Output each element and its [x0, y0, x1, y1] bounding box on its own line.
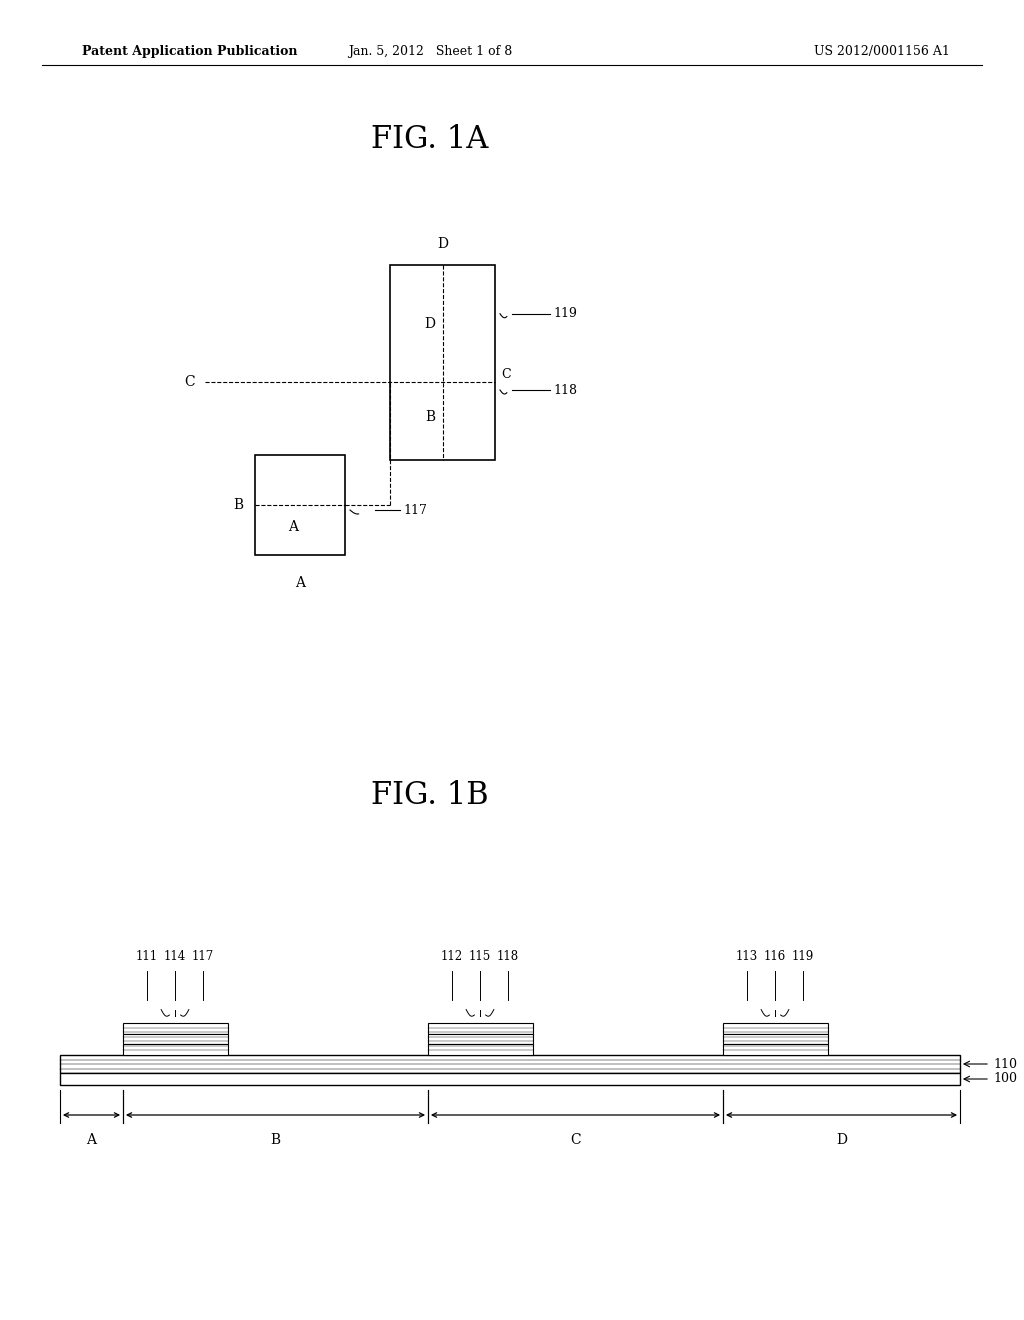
Text: 113: 113	[736, 950, 758, 964]
Text: 115: 115	[469, 950, 492, 964]
Bar	[428, 1044, 534, 1055]
Text: 100: 100	[993, 1072, 1017, 1085]
Bar	[60, 1073, 961, 1085]
Text: C: C	[501, 367, 511, 380]
Bar	[255, 455, 345, 554]
Bar	[123, 1034, 228, 1044]
Text: D: D	[836, 1133, 847, 1147]
Text: C: C	[570, 1133, 581, 1147]
Text: 118: 118	[497, 950, 519, 964]
Bar	[723, 1044, 828, 1055]
Text: B: B	[270, 1133, 281, 1147]
Bar	[390, 265, 495, 459]
Text: Patent Application Publication: Patent Application Publication	[82, 45, 298, 58]
Text: 114: 114	[164, 950, 186, 964]
Text: A: A	[295, 576, 305, 590]
Bar	[723, 1034, 828, 1044]
Text: A: A	[288, 520, 298, 535]
Bar	[428, 1034, 534, 1044]
Bar	[723, 1023, 828, 1034]
Text: 110: 110	[993, 1057, 1017, 1071]
Text: 111: 111	[136, 950, 158, 964]
Text: 118: 118	[553, 384, 577, 396]
Text: 112: 112	[441, 950, 463, 964]
Text: 116: 116	[764, 950, 786, 964]
Text: Jan. 5, 2012   Sheet 1 of 8: Jan. 5, 2012 Sheet 1 of 8	[348, 45, 512, 58]
Text: A: A	[86, 1133, 96, 1147]
Bar	[123, 1023, 228, 1034]
Text: 117: 117	[403, 503, 427, 516]
Text: FIG. 1A: FIG. 1A	[372, 124, 488, 156]
Bar	[428, 1023, 534, 1034]
Text: C: C	[184, 375, 195, 389]
Text: FIG. 1B: FIG. 1B	[371, 780, 488, 810]
Text: D: D	[437, 238, 449, 251]
Text: 119: 119	[792, 950, 814, 964]
Bar	[60, 1055, 961, 1073]
Text: 119: 119	[553, 308, 577, 321]
Text: 117: 117	[191, 950, 214, 964]
Text: US 2012/0001156 A1: US 2012/0001156 A1	[814, 45, 950, 58]
Text: B: B	[232, 498, 243, 512]
Bar	[123, 1044, 228, 1055]
Text: D: D	[424, 317, 435, 330]
Text: B: B	[425, 411, 435, 424]
